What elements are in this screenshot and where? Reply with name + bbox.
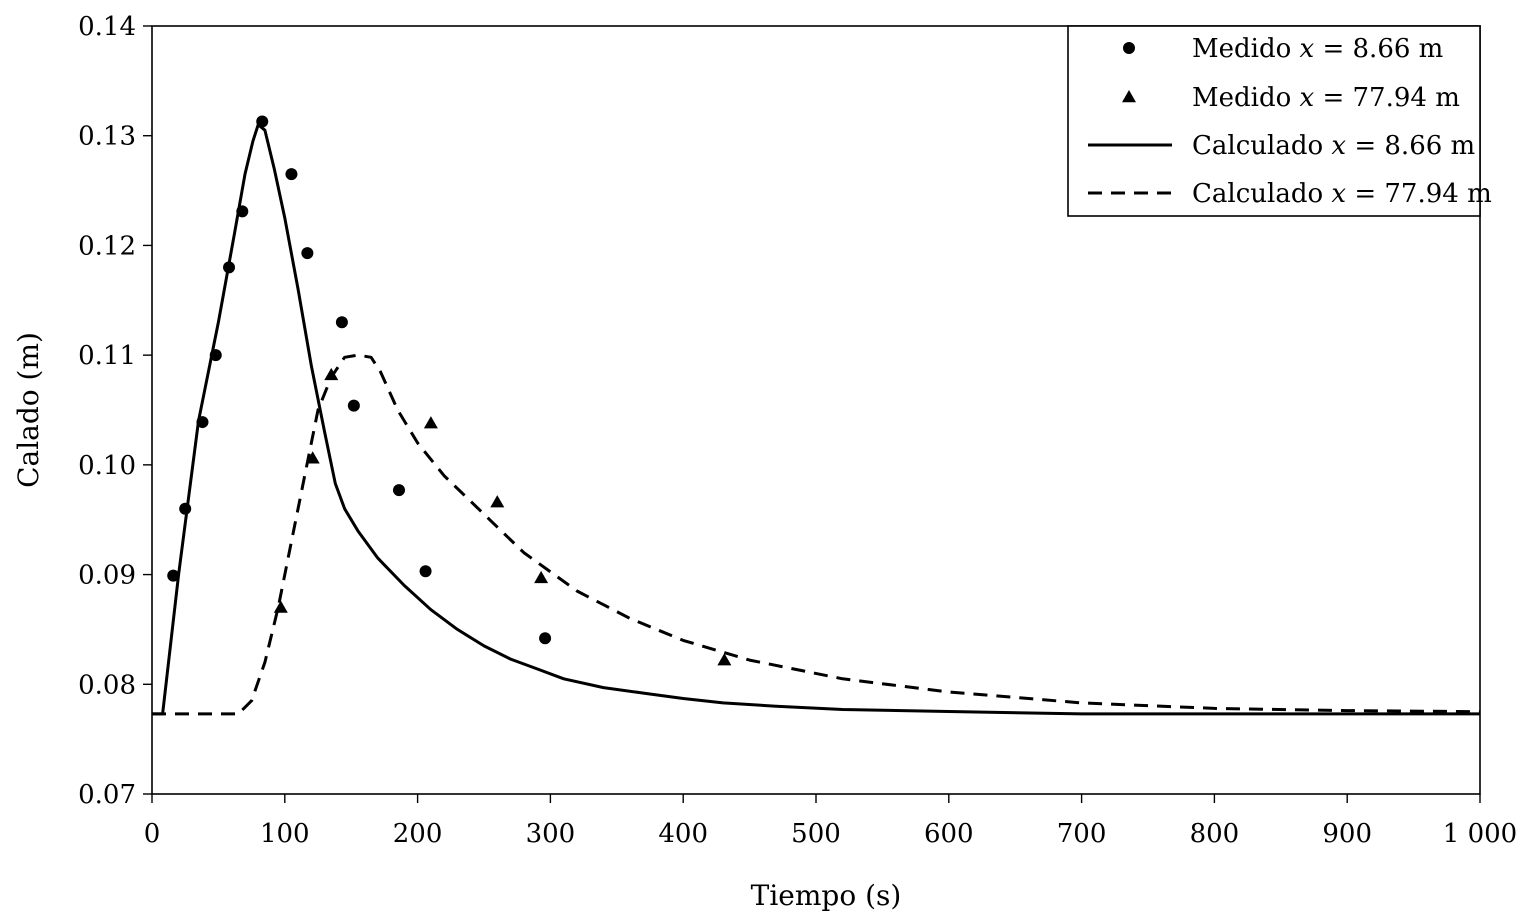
measured-point-8-66 xyxy=(167,569,180,582)
measured-point-8-66 xyxy=(301,247,314,260)
legend-triangle-marker xyxy=(1122,90,1136,103)
y-tick-label: 0.14 xyxy=(78,12,136,42)
x-tick-label: 100 xyxy=(260,819,310,849)
x-tick-label: 400 xyxy=(658,819,708,849)
legend-label: Medido x = 8.66 m xyxy=(1192,34,1443,64)
y-tick-label: 0.11 xyxy=(78,341,136,371)
legend-entry: Calculado x = 8.66 m xyxy=(1088,131,1475,161)
x-tick-label: 700 xyxy=(1057,819,1107,849)
y-tick-label: 0.12 xyxy=(78,231,136,261)
measured-point-8-66 xyxy=(285,168,298,181)
y-tick-label: 0.13 xyxy=(78,122,136,152)
y-tick-label: 0.09 xyxy=(78,561,136,591)
legend-circle-marker xyxy=(1123,42,1135,54)
measured-point-77-94 xyxy=(423,416,438,429)
measured-point-8-66 xyxy=(393,484,406,497)
legend: Medido x = 8.66 m Medido x = 77.94 m Calcu… xyxy=(1067,25,1492,217)
legend-label: Medido x = 77.94 m xyxy=(1192,83,1460,113)
y-tick-label: 0.07 xyxy=(78,780,136,810)
x-tick-label: 300 xyxy=(526,819,576,849)
y-axis-title: Calado (m) xyxy=(12,332,45,488)
x-tick-label: 600 xyxy=(924,819,974,849)
measured-point-8-66 xyxy=(335,316,348,329)
x-tick-label: 900 xyxy=(1322,819,1372,849)
axes-layer: 0 100 200 300 400 500 600 700 800 900 1 000 0.07 0.0… xyxy=(78,12,1517,849)
y-tick-label: 0.08 xyxy=(78,670,136,700)
x-axis-title: Tiempo (s) xyxy=(751,879,902,912)
x-tick-label: 500 xyxy=(791,819,841,849)
measured-point-77-94 xyxy=(490,495,505,508)
measured-point-77-94 xyxy=(717,653,732,666)
legend-entry: Medido x = 8.66 m xyxy=(1123,34,1443,64)
legend-label: Calculado x = 8.66 m xyxy=(1192,131,1475,161)
legend-label: Calculado x = 77.94 m xyxy=(1192,179,1492,209)
plot-layer xyxy=(152,115,1481,716)
x-tick-label: 200 xyxy=(393,819,443,849)
measured-point-77-94 xyxy=(324,367,339,381)
y-tick-label: 0.10 xyxy=(78,451,136,481)
legend-entry: Calculado x = 77.94 m xyxy=(1088,179,1492,209)
calculated-line-8-66 xyxy=(152,123,1480,716)
measured-point-8-66 xyxy=(539,632,552,645)
legend-box xyxy=(1067,25,1481,217)
calculated-line-77-94 xyxy=(152,353,1481,716)
measured-point-8-66 xyxy=(419,565,432,578)
measured-point-77-94 xyxy=(273,600,288,613)
x-tick-label: 800 xyxy=(1190,819,1240,849)
legend-entry: Medido x = 77.94 m xyxy=(1122,83,1460,113)
measured-point-8-66 xyxy=(347,399,360,412)
x-tick-label: 0 xyxy=(144,819,161,849)
measured-point-77-94 xyxy=(534,570,549,584)
x-tick-label: 1 000 xyxy=(1443,819,1517,849)
